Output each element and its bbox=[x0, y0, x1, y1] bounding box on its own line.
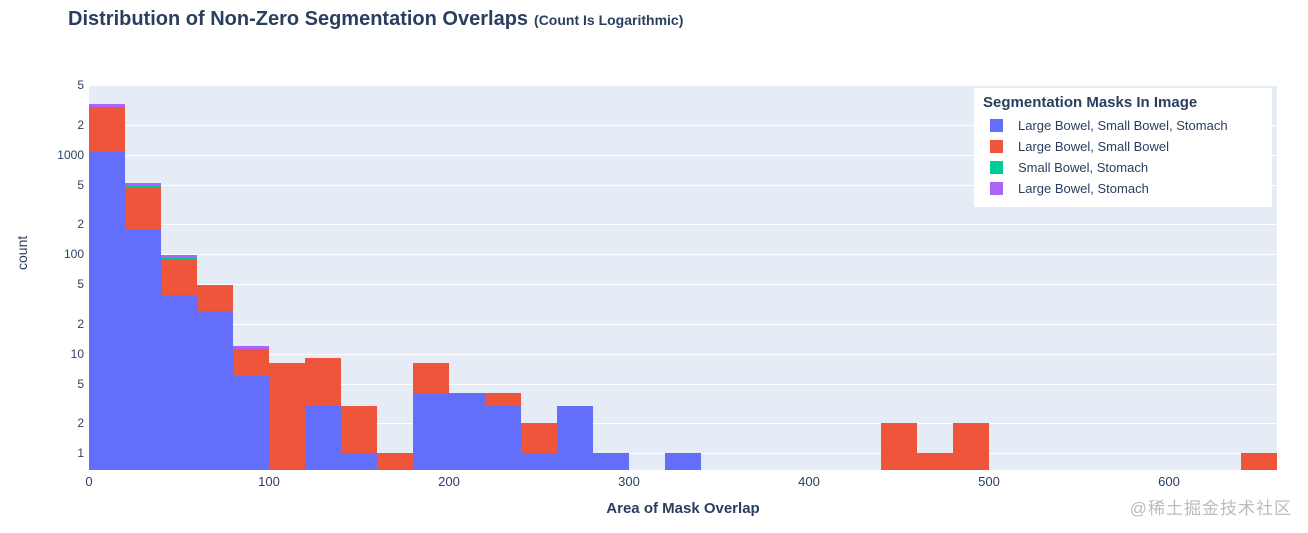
gridline-y-2000 bbox=[89, 124, 1277, 126]
bar-segment-220-240[interactable] bbox=[485, 393, 521, 406]
legend-item-0[interactable]: Large Bowel, Small Bowel, Stomach bbox=[974, 115, 1272, 136]
gridline-y-5 bbox=[89, 383, 1277, 385]
x-tick-0: 0 bbox=[85, 474, 93, 489]
legend-item-label: Small Bowel, Stomach bbox=[1018, 160, 1149, 175]
legend: Segmentation Masks In Image Large Bowel,… bbox=[974, 88, 1272, 207]
bar-segment-120-140[interactable] bbox=[305, 405, 341, 470]
bar-segment-140-160[interactable] bbox=[341, 453, 377, 470]
bar-segment-0-20[interactable] bbox=[89, 106, 125, 152]
gridline-y-1000 bbox=[89, 154, 1277, 156]
bar-segment-20-40[interactable] bbox=[125, 184, 161, 187]
legend-title: Segmentation Masks In Image bbox=[983, 94, 1198, 111]
bar-segment-20-40[interactable] bbox=[125, 186, 161, 231]
bar-segment-80-100[interactable] bbox=[233, 349, 269, 376]
bar-segment-240-260[interactable] bbox=[521, 423, 557, 453]
bar-segment-220-240[interactable] bbox=[485, 405, 521, 470]
y-tick-1: 1 bbox=[77, 446, 84, 460]
y-tick-2000: 2 bbox=[77, 117, 84, 132]
gridline-y-200 bbox=[89, 224, 1277, 226]
bar-segment-200-220[interactable] bbox=[449, 393, 485, 470]
watermark: @稀土掘金技术社区 bbox=[1129, 499, 1292, 518]
chart-title-sub: (Count Is Logarithmic) bbox=[534, 12, 684, 28]
bar-segment-480-500[interactable] bbox=[953, 423, 989, 470]
legend-swatch-icon bbox=[990, 119, 1003, 132]
legend-item-1[interactable]: Large Bowel, Small Bowel bbox=[974, 136, 1272, 157]
legend-swatch-icon bbox=[990, 161, 1003, 174]
gridline-y-10 bbox=[89, 353, 1277, 355]
bar-segment-120-140[interactable] bbox=[305, 358, 341, 406]
gridline-y-100 bbox=[89, 254, 1277, 256]
bar-segment-280-300[interactable] bbox=[593, 453, 629, 470]
bar-segment-460-480[interactable] bbox=[917, 453, 953, 470]
bar-segment-240-260[interactable] bbox=[521, 453, 557, 470]
bar-segment-0-20[interactable] bbox=[89, 104, 125, 107]
y-tick-50: 5 bbox=[77, 277, 84, 292]
gridline-y-50 bbox=[89, 284, 1277, 286]
gridline-y-5000 bbox=[89, 85, 1277, 87]
bar-segment-180-200[interactable] bbox=[413, 393, 449, 470]
gridline-y-500 bbox=[89, 184, 1277, 186]
x-tick-200: 200 bbox=[438, 474, 460, 489]
bar-segment-20-40[interactable] bbox=[125, 230, 161, 470]
legend-item-label: Large Bowel, Small Bowel, Stomach bbox=[1018, 118, 1228, 133]
bar-segment-60-80[interactable] bbox=[197, 284, 233, 311]
bar-segment-140-160[interactable] bbox=[341, 405, 377, 453]
bar-segment-80-100[interactable] bbox=[233, 345, 269, 350]
bar-segment-40-60[interactable] bbox=[161, 259, 197, 295]
bar-segment-320-340[interactable] bbox=[665, 453, 701, 470]
legend-item-2[interactable]: Small Bowel, Stomach bbox=[974, 157, 1272, 178]
y-tick-1000: 1000 bbox=[57, 147, 84, 162]
legend-swatch-icon bbox=[990, 140, 1003, 153]
bar-segment-100-120[interactable] bbox=[269, 363, 305, 470]
x-axis-title: Area of Mask Overlap bbox=[606, 500, 760, 517]
x-tick-500: 500 bbox=[978, 474, 1000, 489]
chart-title: Distribution of Non-Zero Segmentation Ov… bbox=[68, 8, 683, 31]
legend-item-label: Large Bowel, Small Bowel bbox=[1018, 139, 1170, 154]
chart-title-main: Distribution of Non-Zero Segmentation Ov… bbox=[68, 8, 529, 30]
bar-segment-20-40[interactable] bbox=[125, 183, 161, 185]
gridline-y-20 bbox=[89, 323, 1277, 325]
x-tick-600: 600 bbox=[1158, 474, 1180, 489]
y-tick-200: 2 bbox=[77, 217, 84, 232]
bar-segment-180-200[interactable] bbox=[413, 363, 449, 394]
legend-item-3[interactable]: Large Bowel, Stomach bbox=[974, 178, 1272, 199]
bar-segment-40-60[interactable] bbox=[161, 254, 197, 257]
y-tick-5: 5 bbox=[77, 376, 84, 391]
y-tick-500: 5 bbox=[77, 177, 84, 192]
x-tick-400: 400 bbox=[798, 474, 820, 489]
bar-segment-160-180[interactable] bbox=[377, 453, 413, 470]
y-tick-10: 10 bbox=[70, 346, 84, 361]
bar-segment-640-660[interactable] bbox=[1241, 453, 1277, 470]
bar-segment-440-460[interactable] bbox=[881, 423, 917, 470]
y-tick-100: 100 bbox=[63, 247, 84, 262]
y-tick-2: 2 bbox=[77, 416, 84, 431]
gridline-y-2 bbox=[89, 423, 1277, 425]
bar-segment-0-20[interactable] bbox=[89, 151, 125, 470]
legend-item-label: Large Bowel, Stomach bbox=[1018, 181, 1149, 196]
y-axis-title: count bbox=[14, 235, 30, 270]
y-tick-20: 2 bbox=[77, 316, 84, 331]
bar-segment-60-80[interactable] bbox=[197, 310, 233, 470]
bar-segment-260-280[interactable] bbox=[557, 405, 593, 470]
bar-segment-80-100[interactable] bbox=[233, 375, 269, 470]
legend-swatch-icon bbox=[990, 182, 1003, 195]
bar-segment-40-60[interactable] bbox=[161, 294, 197, 470]
y-tick-5000: 5 bbox=[77, 78, 84, 93]
x-tick-300: 300 bbox=[618, 474, 640, 489]
x-tick-100: 100 bbox=[258, 474, 280, 489]
bar-segment-40-60[interactable] bbox=[161, 256, 197, 260]
